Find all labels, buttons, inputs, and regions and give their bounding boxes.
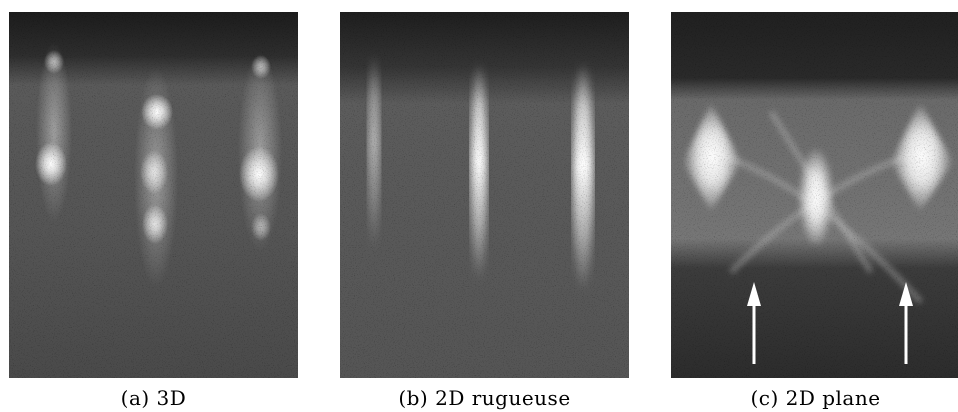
panel-c-2d-flat-pattern [671, 12, 958, 378]
diffraction-image-c [671, 12, 958, 378]
diffraction-image-b [340, 12, 629, 378]
panel-a-3d-pattern [9, 12, 298, 378]
caption-b: (b) 2D rugueuse [398, 386, 571, 410]
arrow-icon-left [747, 282, 761, 364]
caption-a: (a) 3D [120, 386, 187, 410]
diffraction-image-a [9, 12, 298, 378]
panel-b-2d-rough-pattern [340, 12, 629, 378]
caption-c: (c) 2D plane [750, 386, 881, 410]
arrow-icon-right [899, 282, 913, 364]
